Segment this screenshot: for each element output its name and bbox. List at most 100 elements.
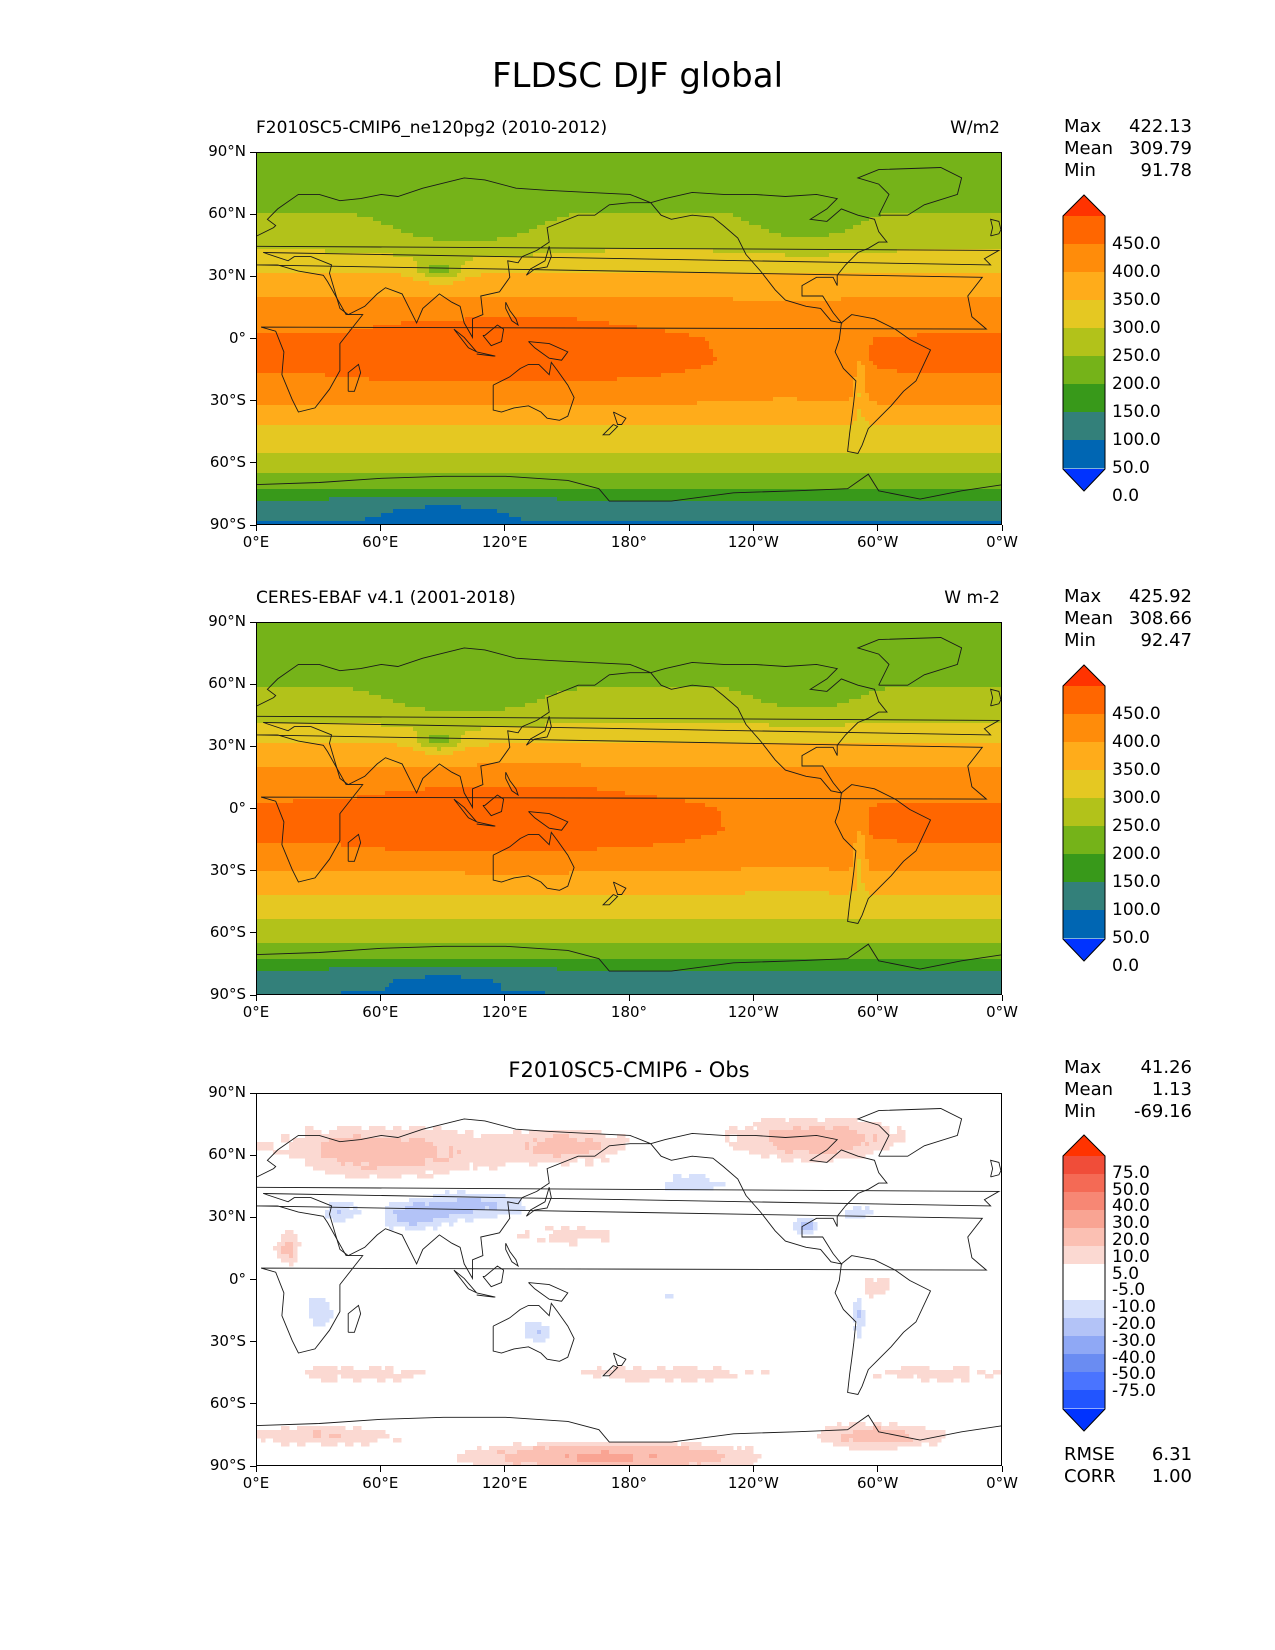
- colorbar-extend-bottom: [1063, 939, 1105, 961]
- metrics-block: RMSE 6.31 CORR 1.00: [1064, 1444, 1192, 1488]
- colorbar-label: -5.0: [1112, 1280, 1145, 1300]
- y-tick-label: 0°: [186, 799, 246, 817]
- coastline: [612, 881, 627, 895]
- x-tick-label: 180°: [594, 533, 664, 551]
- colorbar-segment: [1063, 1174, 1105, 1193]
- colorbar-label: 400.0: [1112, 262, 1161, 282]
- colorbar-segment: [1063, 1192, 1105, 1211]
- colorbar-extend-top: [1063, 665, 1105, 686]
- colorbar-label: 0.0: [1112, 486, 1139, 506]
- min-value: 92.47: [1140, 630, 1192, 652]
- colorbar-extend-bottom: [1063, 469, 1105, 491]
- panel-title-center: F2010SC5-CMIP6 - Obs: [256, 1058, 1002, 1082]
- x-tick-label: 120°W: [718, 1003, 788, 1021]
- y-tick-mark: [250, 213, 256, 215]
- coastline: [856, 1108, 963, 1157]
- x-tick-label: 0°W: [967, 1474, 1037, 1492]
- colorbar-outline: [1062, 194, 1106, 492]
- y-tick-label: 60°N: [186, 1145, 246, 1163]
- coastline: [257, 943, 1001, 972]
- colorbar-label: 75.0: [1112, 1163, 1150, 1183]
- colorbar: 75.0 50.0 40.0 30.0 20.0 10.0 5.0 -5.0 -10.0 -20.…: [1062, 1134, 1156, 1436]
- y-tick-mark: [250, 1154, 256, 1156]
- colorbar-segment: [1063, 686, 1105, 715]
- colorbar-label: 150.0: [1112, 402, 1161, 422]
- coastline: [476, 1292, 496, 1298]
- colorbar-label: 50.0: [1112, 928, 1150, 948]
- colorbar-label: 5.0: [1112, 1264, 1139, 1284]
- panel-title-left: F2010SC5-CMIP6_ne120pg2 (2010-2012): [256, 118, 607, 138]
- coastline: [482, 1265, 505, 1288]
- colorbar-label: -10.0: [1112, 1297, 1156, 1317]
- colorbar-segment: [1063, 384, 1105, 413]
- colorbar-segment: [1063, 826, 1105, 855]
- y-tick-label: 60°S: [186, 1394, 246, 1412]
- panel-title-left: CERES-EBAF v4.1 (2001-2018): [256, 588, 516, 608]
- coastline: [526, 716, 552, 746]
- coastline: [989, 688, 1001, 707]
- mean-label: Mean: [1064, 608, 1113, 630]
- x-tick-mark: [877, 525, 879, 531]
- y-tick-label: 90°S: [186, 515, 246, 533]
- y-tick-label: 60°S: [186, 923, 246, 941]
- x-tick-mark: [1001, 995, 1003, 1001]
- coastline: [528, 1282, 569, 1302]
- x-tick-label: 0°W: [967, 533, 1037, 551]
- coastlines: [257, 637, 1001, 972]
- x-tick-label: 120°W: [718, 533, 788, 551]
- coastline: [505, 302, 519, 327]
- colorbar-svg: [1062, 664, 1106, 962]
- corr-label: CORR: [1064, 1466, 1116, 1488]
- y-tick-mark: [250, 870, 256, 872]
- map-svg: [257, 153, 1001, 524]
- max-value: 41.26: [1140, 1057, 1192, 1079]
- coastline: [834, 1255, 932, 1396]
- coastline: [834, 784, 932, 925]
- colorbar-segment: [1063, 1372, 1105, 1391]
- coastline: [347, 363, 362, 392]
- max-label: Max: [1064, 1057, 1101, 1079]
- y-tick-mark: [250, 338, 256, 339]
- colorbar-label: 10.0: [1112, 1247, 1150, 1267]
- x-tick-label: 60°W: [843, 1474, 913, 1492]
- colorbar-segment: [1063, 300, 1105, 329]
- max-value: 425.92: [1129, 586, 1192, 608]
- mean-value: 1.13: [1152, 1079, 1192, 1101]
- coastline: [602, 894, 619, 906]
- panel-diff: F2010SC5-CMIP6 - Obs Max 41.26 Mean 1.13 M…: [0, 0, 1275, 1487]
- colorbar-extend-top: [1063, 1135, 1105, 1156]
- y-tick-mark: [250, 1403, 256, 1405]
- colorbar-segment: [1063, 1246, 1105, 1265]
- coastline: [650, 191, 888, 324]
- x-tick-mark: [752, 995, 754, 1001]
- y-tick-mark: [250, 524, 256, 526]
- colorbar-label: -50.0: [1112, 1364, 1156, 1384]
- colorbar-extend-bottom: [1063, 1409, 1105, 1431]
- x-tick-mark: [877, 995, 879, 1001]
- colorbar-segment: [1063, 244, 1105, 273]
- colorbar-segment: [1063, 272, 1105, 301]
- coastline: [257, 1414, 1001, 1443]
- colorbar-segment: [1063, 742, 1105, 771]
- coastline: [856, 167, 963, 216]
- y-tick-label: 60°N: [186, 674, 246, 692]
- x-tick-label: 120°W: [718, 1474, 788, 1492]
- coastline: [482, 794, 505, 817]
- colorbar-label: 400.0: [1112, 732, 1161, 752]
- coastline: [989, 218, 1001, 237]
- min-value: 91.78: [1140, 160, 1192, 182]
- colorbar-segment: [1063, 1210, 1105, 1229]
- max-label: Max: [1064, 116, 1101, 138]
- x-tick-mark: [1001, 525, 1003, 531]
- x-tick-label: 60°W: [843, 1003, 913, 1021]
- x-tick-mark: [379, 1466, 381, 1472]
- coastline: [528, 341, 569, 361]
- colorbar-label: -20.0: [1112, 1314, 1156, 1334]
- min-label: Min: [1064, 160, 1096, 182]
- coastline: [347, 1304, 362, 1333]
- x-tick-label: 120°E: [470, 1474, 540, 1492]
- colorbar-label: 50.0: [1112, 1180, 1150, 1200]
- coastline: [257, 473, 1001, 502]
- colorbar-segment: [1063, 1264, 1105, 1283]
- colorbar-label: 20.0: [1112, 1230, 1150, 1250]
